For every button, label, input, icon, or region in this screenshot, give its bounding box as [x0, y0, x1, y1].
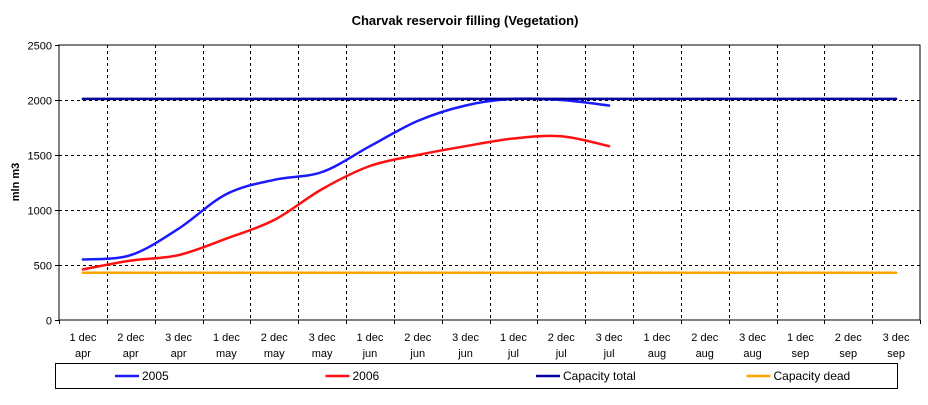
x-tick-label-line1: 2 dec	[691, 332, 718, 344]
axes	[55, 44, 921, 324]
x-tick-label-line1: 1 dec	[69, 332, 96, 344]
x-tick-label-line1: 1 dec	[500, 332, 527, 344]
legend-label-2005: 2005	[142, 369, 169, 383]
x-tick-label-line2: jun	[457, 348, 473, 360]
series-line-2005	[81, 97, 611, 261]
x-tick-label-line2: sep	[839, 348, 857, 360]
y-tick-label: 2000	[28, 96, 52, 108]
x-tick-label-line1: 2 dec	[835, 332, 862, 344]
x-tick-label-line2: apr	[123, 348, 139, 360]
x-ticks: 1 dec apr 2 dec apr 3 dec apr 1 dec may 2 dec may…	[69, 332, 910, 360]
y-tick-label: 1500	[28, 151, 52, 163]
plot-frame	[58, 44, 921, 321]
y-tick-label: 2500	[28, 41, 52, 53]
chart-title: Charvak reservoir filling (Vegetation)	[352, 13, 579, 28]
x-tick-label-line1: 2 dec	[404, 332, 431, 344]
series-group	[81, 97, 898, 274]
x-tick-label-line2: sep	[792, 348, 810, 360]
legend: 2005 2006 Capacity total Capacity dead	[55, 363, 898, 389]
x-tick-label-line1: 3 dec	[309, 332, 336, 344]
x-tick-label-line2: aug	[743, 348, 761, 360]
x-tick-label-line1: 3 dec	[739, 332, 766, 344]
x-tick-label-line1: 3 dec	[452, 332, 479, 344]
x-tick-label-line2: aug	[648, 348, 666, 360]
legend-label-capacity-total: Capacity total	[563, 369, 636, 383]
x-tick-label-line2: aug	[696, 348, 714, 360]
x-tick-label-line2: sep	[887, 348, 905, 360]
x-tick-label-line1: 3 dec	[165, 332, 192, 344]
x-tick-label-line2: jul	[555, 348, 567, 360]
x-tick-label-line2: apr	[75, 348, 91, 360]
x-tick-label-line1: 1 dec	[213, 332, 240, 344]
y-tick-label: 500	[34, 261, 52, 273]
x-tick-label-line2: may	[216, 348, 237, 360]
x-tick-label-line2: apr	[171, 348, 187, 360]
legend-label-2006: 2006	[353, 369, 380, 383]
legend-label-capacity-dead: Capacity dead	[774, 369, 851, 383]
x-tick-label-line1: 2 dec	[117, 332, 144, 344]
y-ticks: 0 500 1000 1500 2000 2500	[28, 41, 52, 328]
y-tick-label: 1000	[28, 206, 52, 218]
x-tick-label-line2: may	[312, 348, 333, 360]
x-tick-label-line1: 1 dec	[356, 332, 383, 344]
legend-box	[55, 363, 898, 389]
x-tick-label-line2: jun	[362, 348, 378, 360]
y-axis-label: mln m3	[10, 163, 22, 202]
x-tick-label-line1: 2 dec	[261, 332, 288, 344]
grid	[59, 45, 920, 320]
x-tick-label-line2: jul	[507, 348, 519, 360]
series-line-2006	[81, 134, 611, 271]
x-tick-label-line1: 1 dec	[787, 332, 814, 344]
x-tick-label-line1: 1 dec	[643, 332, 670, 344]
x-tick-label-line2: jun	[409, 348, 425, 360]
x-tick-label-line1: 3 dec	[883, 332, 910, 344]
x-tick-label-line1: 2 dec	[548, 332, 575, 344]
x-tick-label-line2: may	[264, 348, 285, 360]
x-tick-label-line1: 3 dec	[596, 332, 623, 344]
x-tick-label-line2: jul	[603, 348, 615, 360]
y-tick-label: 0	[46, 316, 52, 328]
